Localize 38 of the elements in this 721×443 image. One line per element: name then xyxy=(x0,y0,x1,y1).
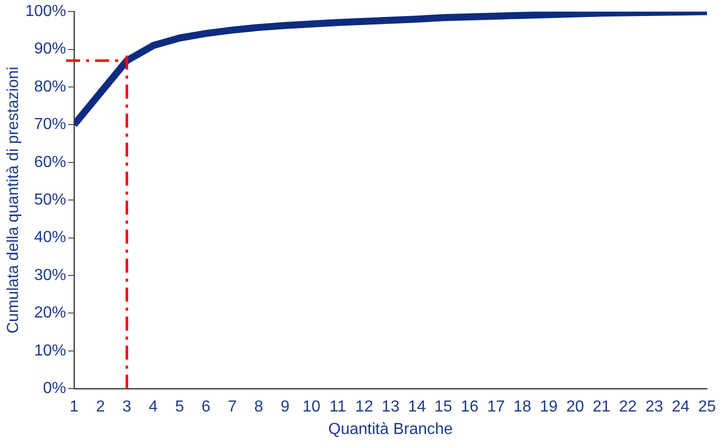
y-tick-label: 60% xyxy=(34,154,66,171)
x-tick-label: 4 xyxy=(148,398,158,416)
y-tick-label: 20% xyxy=(34,304,66,322)
x-tick-label: 6 xyxy=(202,398,211,416)
y-tick-label: 70% xyxy=(34,116,66,134)
x-tick-label: 16 xyxy=(460,398,479,416)
x-tick-label: 21 xyxy=(592,398,611,416)
y-tick-label: 30% xyxy=(34,266,66,284)
x-tick-label: 13 xyxy=(382,398,400,416)
y-tick-label: 90% xyxy=(34,40,66,58)
y-tick-label: 100% xyxy=(25,3,66,20)
x-tick-label: 9 xyxy=(280,398,290,416)
x-tick-label: 23 xyxy=(645,398,664,416)
x-tick-label: 10 xyxy=(302,398,320,416)
x-tick-label: 2 xyxy=(96,398,106,416)
y-tick-label: 10% xyxy=(34,342,66,360)
x-tick-label: 25 xyxy=(698,398,716,416)
x-tick-label: 1 xyxy=(70,398,79,416)
x-tick-label: 19 xyxy=(540,398,558,416)
x-tick-label: 24 xyxy=(672,398,690,416)
y-tick-label: 0% xyxy=(42,380,66,398)
x-axis-title: Quantità Branche xyxy=(328,420,453,438)
x-tick-label: 3 xyxy=(122,398,132,416)
x-tick-label: 18 xyxy=(514,398,532,416)
y-tick-label: 50% xyxy=(34,192,66,209)
x-tick-label: 22 xyxy=(618,398,637,416)
x-tick-label: 15 xyxy=(434,398,452,416)
y-tick-label: 40% xyxy=(34,229,66,246)
y-axis-title: Cumulata della quantità di prestazioni xyxy=(5,66,22,334)
x-tick-label: 20 xyxy=(566,398,584,416)
x-tick-label: 7 xyxy=(228,398,237,416)
x-tick-label: 8 xyxy=(254,398,264,416)
x-tick-label: 11 xyxy=(330,398,346,416)
x-tick-label: 12 xyxy=(355,398,374,416)
x-tick-label: 17 xyxy=(487,398,506,416)
x-tick-label: 14 xyxy=(408,398,426,416)
y-tick-label: 80% xyxy=(34,78,66,96)
x-tick-label: 5 xyxy=(175,398,184,416)
